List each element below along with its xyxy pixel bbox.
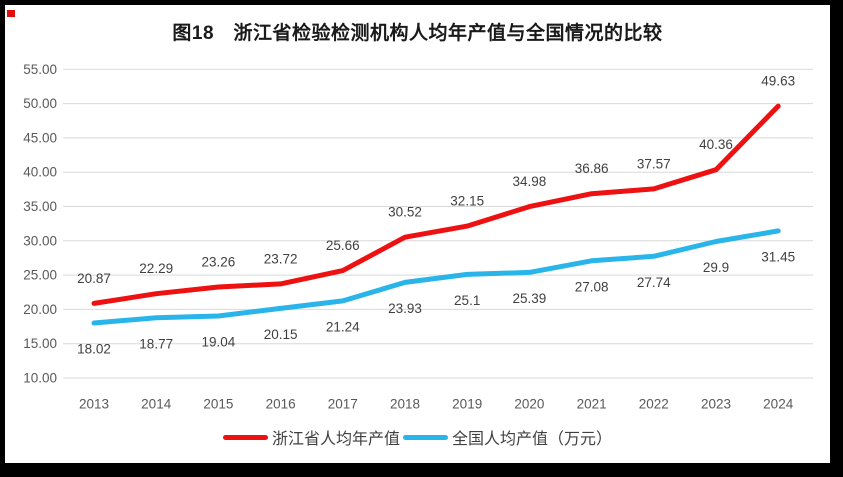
data-label: 36.86	[575, 161, 609, 176]
data-label: 23.93	[388, 301, 422, 316]
data-label: 23.26	[202, 255, 236, 270]
y-tick-label: 15.00	[23, 336, 57, 351]
chart-panel: 图18 浙江省检验检测机构人均年产值与全国情况的比较 10.00 15.00 20.…	[5, 5, 830, 463]
legend-item-zhejiang: 浙江省人均年产值	[222, 425, 400, 449]
x-tick-label: 2014	[141, 397, 172, 412]
y-tick-label: 40.00	[23, 165, 57, 180]
data-label: 34.98	[513, 174, 547, 189]
x-tick-label: 2018	[390, 397, 420, 412]
data-label: 30.52	[388, 205, 422, 220]
x-tick-label: 2023	[701, 397, 731, 412]
data-label: 25.1	[454, 293, 480, 308]
data-label: 21.24	[326, 319, 360, 334]
data-label: 31.45	[761, 249, 795, 264]
y-tick-label: 50.00	[23, 96, 57, 111]
x-tick-label: 2021	[577, 397, 607, 412]
legend-item-national: 全国人均产值（万元）	[403, 425, 612, 449]
chart-title: 图18 浙江省检验检测机构人均年产值与全国情况的比较	[172, 23, 663, 44]
data-label: 18.77	[139, 336, 173, 351]
legend: 浙江省人均年产值 全国人均产值（万元）	[5, 425, 830, 449]
x-tick-label: 2019	[452, 397, 482, 412]
y-tick-label: 55.00	[23, 62, 57, 77]
y-tick-label: 20.00	[23, 302, 57, 317]
series-line-zhejiang	[91, 103, 781, 306]
data-label: 25.39	[513, 291, 547, 306]
data-label: 20.15	[264, 327, 298, 342]
red-artifact-mark	[7, 10, 15, 17]
data-label: 22.29	[139, 261, 173, 276]
data-label: 37.57	[637, 156, 671, 171]
x-tick-label: 2022	[639, 397, 669, 412]
legend-line-blue-icon	[403, 434, 448, 440]
y-tick-label: 10.00	[23, 371, 57, 386]
x-tick-label: 2024	[763, 397, 794, 412]
x-tick-label: 2016	[266, 397, 296, 412]
legend-line-red-icon	[222, 434, 268, 440]
data-label: 18.02	[77, 342, 111, 357]
data-label: 27.08	[575, 279, 609, 294]
legend-label-zhejiang: 浙江省人均年产值	[271, 431, 400, 448]
x-tick-label: 2017	[328, 397, 358, 412]
data-label: 27.74	[637, 275, 671, 290]
data-label: 19.04	[202, 335, 236, 350]
x-tick-label: 2015	[203, 397, 233, 412]
data-label: 23.72	[264, 251, 298, 266]
y-tick-label: 25.00	[23, 268, 57, 283]
x-tick-label: 2013	[79, 397, 109, 412]
data-label: 49.63	[761, 74, 795, 89]
data-label: 20.87	[77, 271, 111, 286]
x-tick-label: 2020	[514, 397, 544, 412]
data-label: 25.66	[326, 238, 360, 253]
data-label: 40.36	[699, 137, 733, 152]
data-label: 32.15	[450, 194, 484, 209]
data-label: 29.9	[703, 260, 729, 275]
legend-label-national: 全国人均产值（万元）	[452, 431, 613, 448]
line-chart: 10.00 15.00 20.00 25.00 30.00 35.00 40.00 45.00…	[23, 62, 813, 412]
y-tick-label: 35.00	[23, 199, 57, 214]
y-tick-label: 30.00	[23, 233, 57, 248]
series-line-national	[91, 228, 781, 326]
y-tick-label: 45.00	[23, 130, 57, 145]
